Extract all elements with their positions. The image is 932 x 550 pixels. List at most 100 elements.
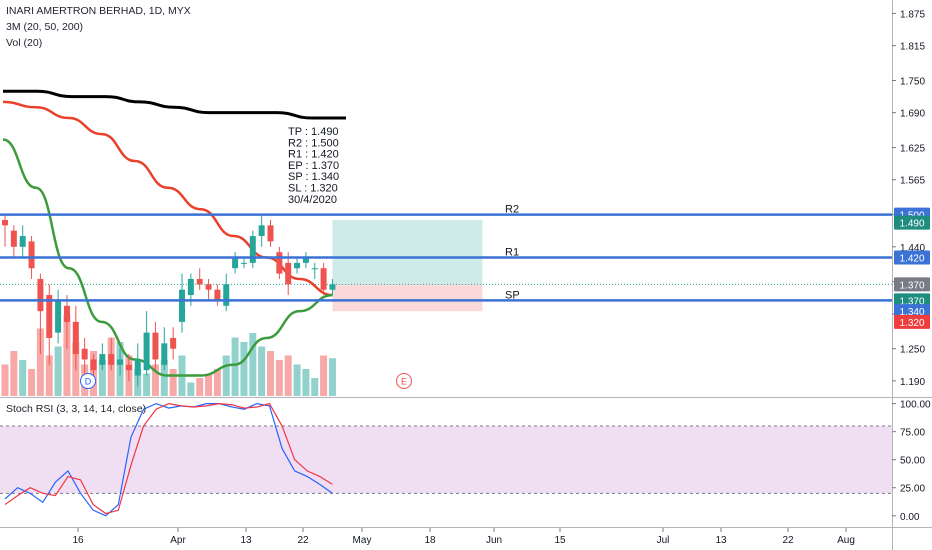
stoch-k-line — [4, 402, 333, 517]
price-axis-badge — [894, 250, 930, 265]
price-tick-label: 1.440 — [900, 243, 925, 254]
loss-zone — [332, 284, 483, 312]
ma20-line — [2, 138, 333, 377]
volume-bar — [267, 351, 274, 396]
time-tick-label: 16 — [72, 535, 84, 546]
time-tick-label: Jul — [657, 535, 670, 546]
trade-note-line: TP : 1.490 — [288, 126, 339, 138]
candle-body — [311, 268, 318, 270]
volume-bar — [302, 369, 310, 396]
time-tick-label: 22 — [782, 535, 794, 546]
candle-body — [258, 225, 265, 237]
price-axis-badge-label: 1.420 — [899, 254, 924, 265]
stoch-tick-label: 100.00 — [900, 400, 931, 411]
ma200-line — [2, 89, 346, 120]
price-axis-badge-label: 1.490 — [899, 219, 924, 230]
candle-body — [223, 284, 230, 306]
stoch-rsi-band — [0, 426, 892, 494]
trade-note-line: 30/4/2020 — [288, 194, 337, 206]
time-tick-label: 13 — [240, 535, 252, 546]
candle-body — [63, 305, 70, 322]
volume-bar — [222, 355, 230, 396]
candle-body — [240, 262, 247, 264]
price-axis-badge-label: 1.370 — [899, 296, 924, 307]
volume-bar — [19, 360, 27, 396]
candle-body — [72, 321, 79, 355]
candle-body — [232, 257, 239, 269]
candle-body — [249, 236, 256, 263]
time-tick-label: Aug — [837, 535, 855, 546]
candle-body — [99, 354, 106, 365]
price-axis-badge — [894, 314, 930, 329]
profit-zone — [332, 219, 483, 285]
volume-bar — [151, 364, 159, 396]
trade-note-line: SP : 1.340 — [288, 171, 339, 183]
moving-average-legend[interactable]: 3M (20, 50, 200) — [6, 21, 84, 33]
trade-note-line: R2 : 1.500 — [288, 137, 339, 149]
level-label-sp: SP — [505, 289, 520, 301]
price-tick-label: 1.250 — [900, 345, 925, 356]
candle-body — [125, 364, 132, 371]
candle-body — [108, 354, 115, 365]
candle-body — [170, 337, 177, 349]
price-tick-label: 1.565 — [900, 176, 925, 187]
volume-bar — [328, 358, 336, 396]
volume-bar — [311, 378, 319, 396]
price-axis-badge — [894, 277, 930, 292]
price-axis-badge — [894, 304, 930, 319]
volume-bar — [160, 360, 168, 396]
candle-body — [81, 348, 88, 360]
stoch-tick-label: 0.00 — [900, 512, 920, 523]
price-tick-label: 1.875 — [900, 9, 925, 20]
volume-bar — [28, 369, 36, 396]
volume-bar — [249, 333, 257, 396]
candle-body — [179, 289, 185, 322]
candle-body — [205, 284, 212, 290]
price-tick-label: 1.690 — [900, 109, 925, 120]
event-marker-label: E — [401, 377, 407, 387]
event-marker-label: D — [85, 377, 92, 387]
candle-body — [187, 278, 194, 296]
volume-bar — [54, 346, 62, 396]
volume-bar — [98, 360, 106, 396]
volume-bar — [293, 364, 301, 396]
level-label-r1: R1 — [505, 247, 519, 259]
candle-body — [117, 359, 124, 365]
time-tick-label: 18 — [424, 535, 436, 546]
trade-note-line: R1 : 1.420 — [288, 149, 339, 161]
candle-body — [329, 284, 336, 290]
candle-body — [152, 332, 159, 360]
volume-bar — [275, 360, 283, 396]
candle-body — [161, 343, 168, 365]
volume-bar — [258, 346, 266, 396]
volume-bar — [284, 355, 292, 396]
price-tick-label: 1.190 — [900, 377, 925, 388]
volume-bar — [45, 355, 53, 396]
volume-bar — [169, 369, 177, 396]
volume-bar — [36, 328, 44, 396]
candle-body — [196, 278, 203, 285]
stoch-tick-label: 50.00 — [900, 456, 925, 467]
candle-body — [55, 300, 62, 333]
candle-body — [285, 262, 292, 285]
candle-body — [276, 252, 283, 274]
time-tick-label: Apr — [170, 535, 186, 546]
candle-body — [90, 359, 97, 371]
candle-body — [214, 289, 221, 301]
stoch-tick-label: 75.00 — [900, 428, 925, 439]
trade-note-line: EP : 1.370 — [288, 160, 339, 172]
candle-body — [2, 219, 8, 226]
volume-bar — [213, 369, 221, 396]
volume-bar — [320, 355, 328, 396]
event-marker-e — [396, 373, 412, 389]
event-marker-d — [80, 373, 96, 389]
candle-body — [267, 225, 274, 242]
candle-body — [294, 262, 301, 269]
ma50-line — [2, 100, 333, 297]
candle-body — [143, 332, 150, 371]
price-axis-badge-label: 1.340 — [899, 307, 924, 318]
volume-legend[interactable]: Vol (20) — [6, 37, 43, 49]
candle-body — [320, 268, 327, 290]
volume-bar — [1, 364, 9, 396]
